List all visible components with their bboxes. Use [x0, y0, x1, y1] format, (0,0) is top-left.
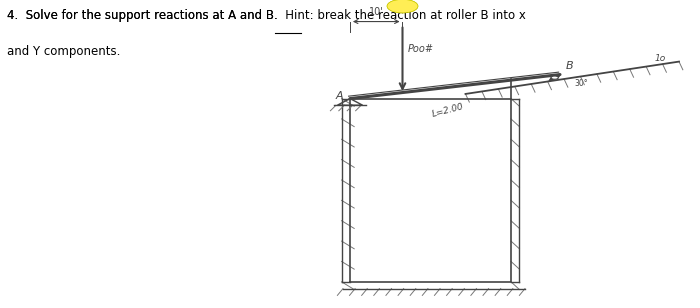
Text: 10': 10': [368, 7, 384, 17]
Text: 4.  Solve for the support reactions at A and B.: 4. Solve for the support reactions at A …: [7, 9, 286, 22]
Text: B: B: [566, 62, 573, 71]
Circle shape: [387, 0, 418, 13]
Circle shape: [387, 0, 418, 13]
Text: A: A: [335, 91, 343, 101]
Text: Poo#: Poo#: [407, 44, 433, 54]
Circle shape: [551, 76, 559, 79]
Text: and Y components.: and Y components.: [7, 45, 120, 58]
Text: L=2.00: L=2.00: [431, 102, 465, 119]
Text: 4.  Solve for the support reactions at A and B.  Hint: break the reaction at rol: 4. Solve for the support reactions at A …: [7, 9, 526, 22]
Text: 30°: 30°: [574, 79, 587, 88]
Text: 1o: 1o: [654, 54, 666, 63]
